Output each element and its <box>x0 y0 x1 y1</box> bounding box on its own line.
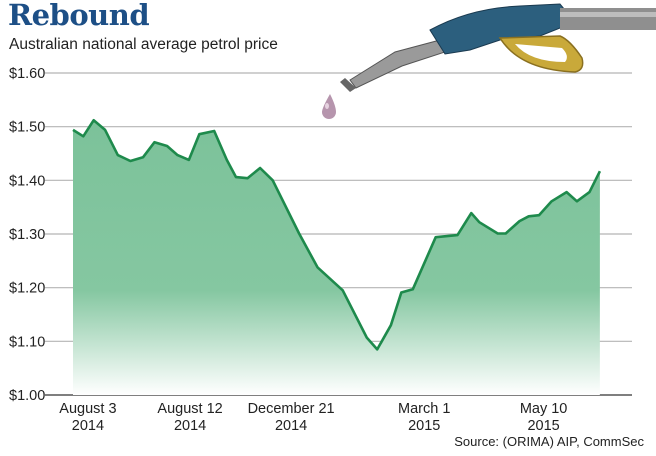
y-axis-labels: $1.60 $1.50 $1.40 $1.30 $1.20 $1.10 $1.00 <box>9 66 45 404</box>
chart-title: Rebound <box>8 0 150 32</box>
y-tick-label: $1.30 <box>9 227 45 243</box>
y-tick-label: $1.00 <box>9 388 45 404</box>
y-tick-label: $1.20 <box>9 281 45 297</box>
y-tick-label: $1.60 <box>9 66 45 82</box>
y-tick-label: $1.10 <box>9 334 45 350</box>
x-tick-label: December 21 <box>248 401 335 417</box>
x-tick-year: 2014 <box>174 418 206 434</box>
x-tick-year: 2015 <box>527 418 559 434</box>
y-tick-label: $1.50 <box>9 120 45 136</box>
x-tick-label: May 10 <box>520 401 568 417</box>
chart-subtitle: Australian national average petrol price <box>9 36 278 53</box>
y-tick-label: $1.40 <box>9 173 45 189</box>
series-line <box>72 118 602 351</box>
x-tick-year: 2014 <box>275 418 307 434</box>
petrol-pump-nozzle-icon <box>340 3 656 92</box>
fuel-drop-icon <box>322 94 336 119</box>
x-tick-label: August 3 <box>59 401 116 417</box>
area-fill <box>73 120 600 395</box>
x-tick-label: August 12 <box>157 401 222 417</box>
x-tick-label: March 1 <box>398 401 450 417</box>
area-layer <box>72 118 602 395</box>
x-tick-year: 2015 <box>408 418 440 434</box>
x-tick-year: 2014 <box>72 418 104 434</box>
source-note: Source: (ORIMA) AIP, CommSec <box>454 434 644 449</box>
